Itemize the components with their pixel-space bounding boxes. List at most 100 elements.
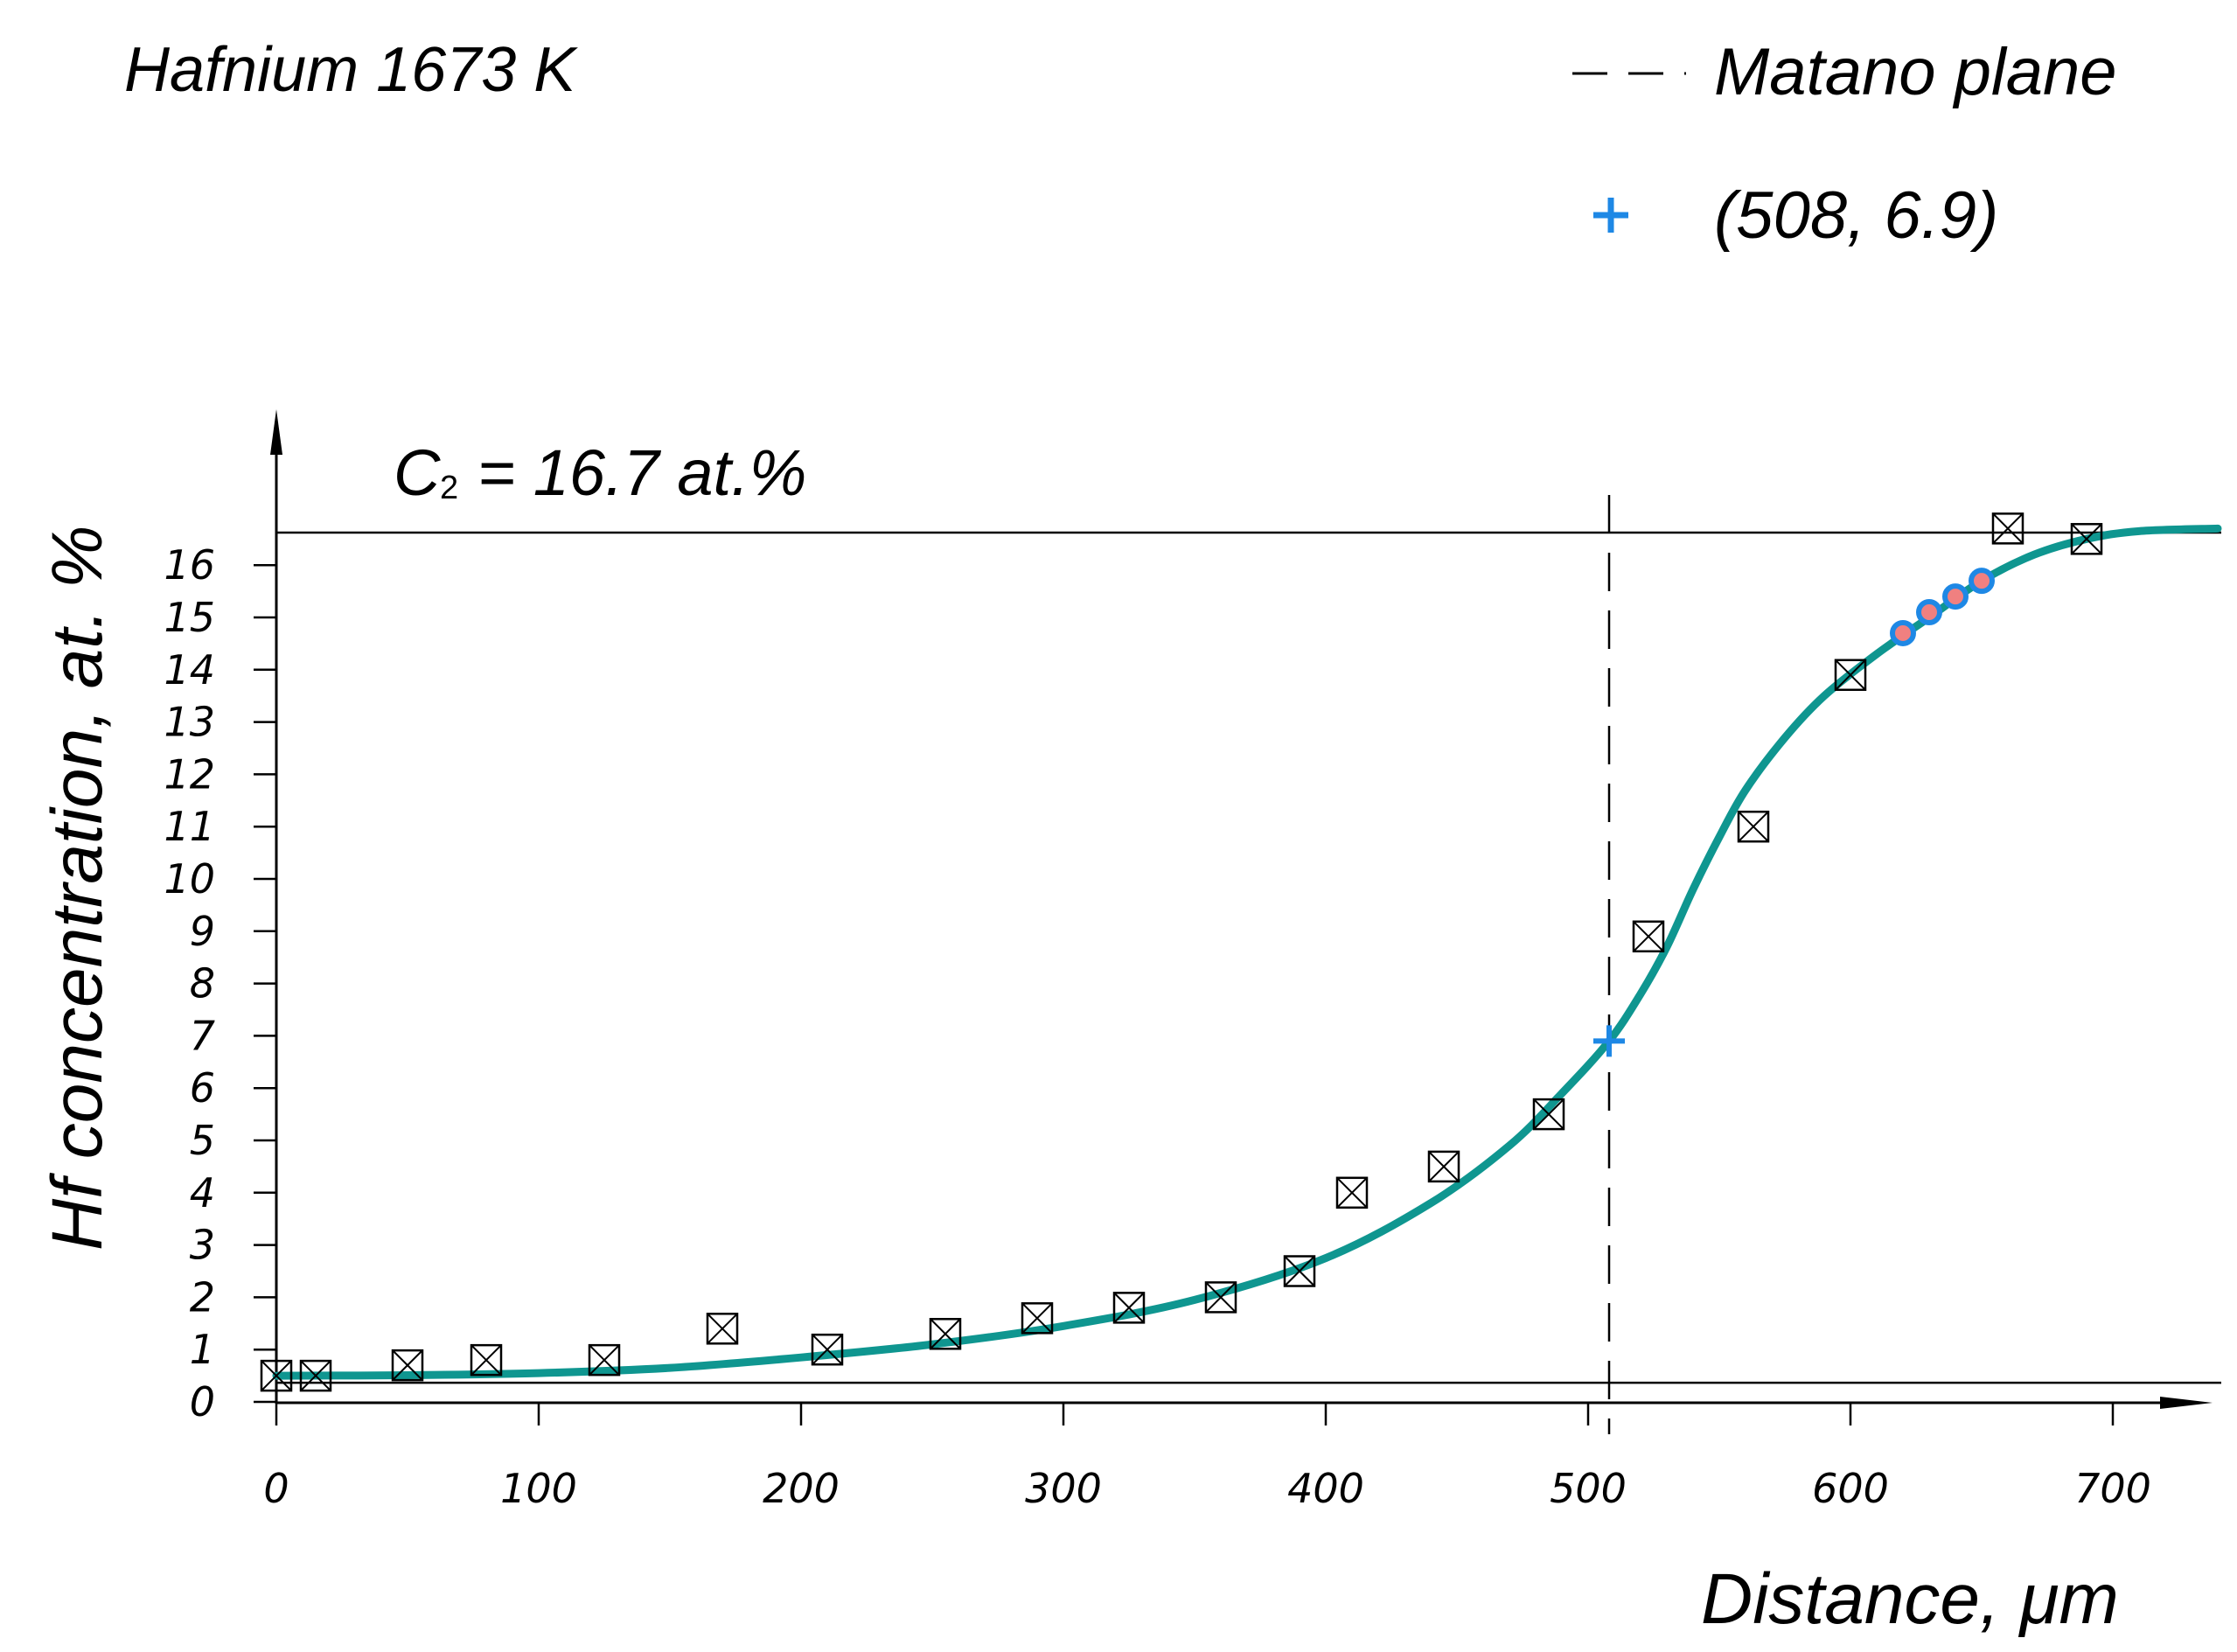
- data-point: [1204, 1281, 1237, 1314]
- data-point: [1021, 1302, 1054, 1335]
- data-point: [1335, 1176, 1369, 1209]
- y-axis-arrow: [270, 409, 282, 455]
- data-point-box: [811, 1333, 844, 1366]
- x-tick-label: 500: [1550, 1465, 1627, 1512]
- highlight-point: [1916, 599, 1942, 626]
- data-point-cross-b: [1992, 512, 2024, 545]
- data-points: [260, 512, 2103, 1392]
- data-point: [1112, 1292, 1146, 1324]
- legend-plus-icon: [1593, 198, 1628, 233]
- data-point-box: [1532, 1098, 1565, 1131]
- chart-title: Hafnium 1673 K: [124, 35, 578, 105]
- data-point-cross-b: [261, 1360, 292, 1391]
- highlight-point: [1969, 568, 1995, 595]
- highlight-point: [1942, 583, 1969, 610]
- data-point-cross-b: [1021, 1302, 1053, 1335]
- data-point: [929, 1318, 962, 1350]
- data-point-cross-b: [1205, 1281, 1237, 1314]
- y-tick-label: 12: [164, 750, 215, 798]
- legend: Matano plane (508, 6.9): [1572, 35, 2117, 253]
- y-tick-label: 14: [164, 646, 215, 694]
- x-axis-label: Distance, μm: [1701, 1559, 2119, 1639]
- data-point-box: [1335, 1176, 1369, 1209]
- data-point-cross-b: [1113, 1292, 1145, 1324]
- data-point: [811, 1333, 844, 1366]
- y-tick-label: 11: [164, 803, 215, 850]
- data-point-cross-b: [1284, 1255, 1315, 1287]
- data-point-cross-b: [392, 1349, 423, 1381]
- x-axis-arrow: [2160, 1397, 2213, 1409]
- data-point-box: [588, 1343, 621, 1377]
- x-tick-label: 0: [263, 1465, 289, 1512]
- data-point: [1283, 1255, 1316, 1287]
- data-point-box: [1427, 1150, 1460, 1183]
- data-point-box: [706, 1313, 739, 1345]
- data-point-cross-b: [470, 1344, 502, 1376]
- data-point-box: [1283, 1255, 1316, 1287]
- data-point: [706, 1313, 739, 1345]
- y-tick-label: 8: [190, 960, 215, 1007]
- data-point-cross-b: [1533, 1098, 1565, 1130]
- y-tick-label: 1: [190, 1326, 215, 1373]
- data-point-box: [260, 1359, 293, 1392]
- data-point-cross-b: [589, 1344, 620, 1376]
- data-point: [1427, 1150, 1460, 1183]
- y-tick-label: 16: [164, 541, 215, 589]
- data-point: [1991, 512, 2024, 545]
- data-point-box: [1991, 512, 2024, 545]
- data-point-box: [1632, 920, 1665, 953]
- c2-symbol: C: [394, 436, 441, 509]
- data-point: [1834, 659, 1867, 692]
- data-point-cross-b: [300, 1360, 331, 1391]
- legend-point-label: (508, 6.9): [1714, 178, 1998, 253]
- x-tick-label: 300: [1025, 1465, 1102, 1512]
- y-tick-label: 5: [190, 1117, 215, 1164]
- c2-subscript: 2: [440, 470, 458, 506]
- data-point: [588, 1343, 621, 1377]
- highlight-points: [1890, 568, 1995, 646]
- data-point: [470, 1343, 503, 1377]
- y-tick-label: 10: [164, 855, 215, 903]
- data-point-cross-b: [1633, 921, 1664, 952]
- data-point-cross-b: [1428, 1151, 1460, 1182]
- data-point-cross-b: [812, 1334, 843, 1365]
- data-point-box: [1112, 1292, 1146, 1324]
- data-point: [1632, 920, 1665, 953]
- data-point-cross-b: [2071, 523, 2102, 555]
- x-tick-label: 700: [2074, 1465, 2151, 1512]
- data-point-box: [1834, 659, 1867, 692]
- y-tick-label: 13: [164, 699, 215, 746]
- y-tick-label: 4: [190, 1169, 215, 1216]
- data-point: [1737, 810, 1770, 843]
- y-axis-label: Hf concentration, at. %: [38, 525, 117, 1251]
- y-tick-label: 3: [190, 1222, 215, 1269]
- y-tick-label: 15: [164, 594, 215, 641]
- data-point-cross-b: [1835, 659, 1866, 691]
- data-point: [260, 1359, 293, 1392]
- ticks: 0 100 200 300 400 500 600 700012345678910111213…: [164, 541, 2150, 1512]
- data-point-cross-b: [930, 1318, 961, 1349]
- fit-curve: [272, 524, 2222, 1380]
- data-point-box: [929, 1318, 962, 1350]
- y-tick-label: 2: [190, 1273, 215, 1321]
- data-point: [2070, 523, 2103, 555]
- data-point-box: [391, 1349, 424, 1382]
- axes: [270, 409, 2221, 1434]
- data-point-cross-b: [1738, 811, 1769, 842]
- y-tick-label: 7: [190, 1012, 215, 1059]
- x-tick-label: 100: [500, 1465, 577, 1512]
- x-tick-label: 400: [1287, 1465, 1364, 1512]
- data-point-box: [299, 1359, 332, 1392]
- x-tick-label: 200: [763, 1465, 840, 1512]
- legend-matano-label: Matano plane: [1714, 35, 2117, 109]
- fit-curve-path: [272, 524, 2222, 1380]
- x-tick-label: 600: [1812, 1465, 1889, 1512]
- data-point-cross-b: [707, 1313, 738, 1344]
- data-point-box: [1204, 1281, 1237, 1314]
- data-point-box: [1021, 1302, 1054, 1335]
- matano-point: [1593, 1025, 1625, 1057]
- y-tick-label: 6: [190, 1064, 215, 1112]
- data-point-box: [1737, 810, 1770, 843]
- data-point-box: [2070, 523, 2103, 555]
